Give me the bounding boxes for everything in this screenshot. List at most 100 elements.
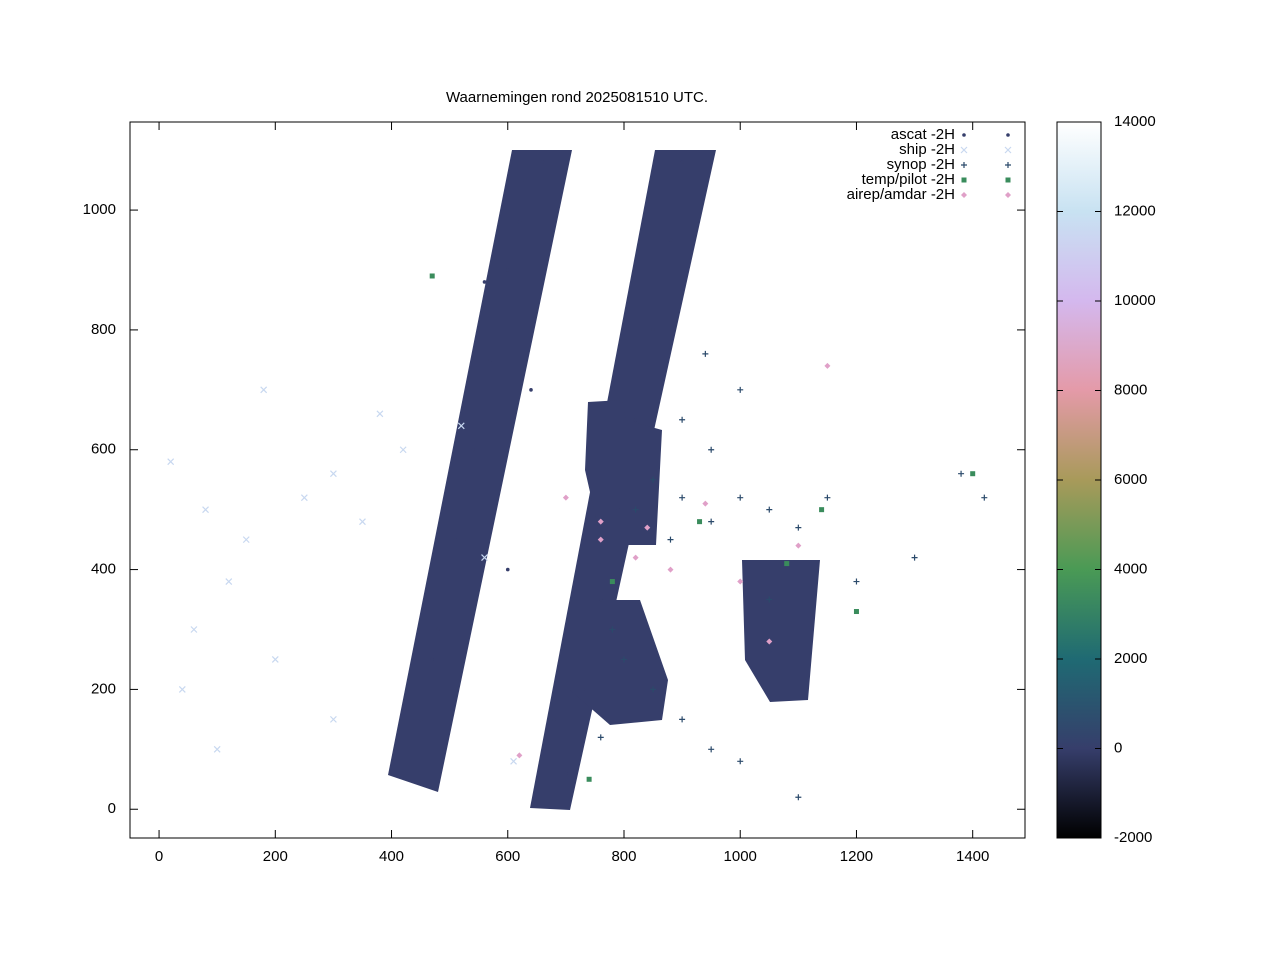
point <box>853 609 859 615</box>
point <box>766 596 773 603</box>
legend-marker <box>962 133 966 137</box>
point <box>679 716 686 723</box>
x-tick-label: 200 <box>263 848 288 865</box>
point <box>667 566 674 573</box>
point <box>668 238 673 242</box>
swath <box>388 150 572 792</box>
point <box>430 657 435 662</box>
point <box>399 446 407 454</box>
point <box>510 757 517 765</box>
point <box>190 626 198 633</box>
point <box>202 506 209 514</box>
colorbar-tick-label: -2000 <box>1114 829 1152 846</box>
legend-marker <box>1006 133 1010 137</box>
point <box>737 758 744 765</box>
ascat-swaths <box>388 150 820 810</box>
point <box>633 417 638 422</box>
legend-label: synop -2H <box>887 156 955 173</box>
point <box>488 358 493 362</box>
point <box>680 160 684 164</box>
point <box>697 519 703 525</box>
point <box>300 494 308 502</box>
point <box>766 506 773 513</box>
legend-marker <box>961 192 967 198</box>
point <box>167 458 175 466</box>
point <box>784 561 790 567</box>
point <box>225 578 233 585</box>
colorbar-tick-label: 2000 <box>1114 650 1147 667</box>
legend-marker <box>1005 162 1011 168</box>
point <box>650 686 657 693</box>
point <box>552 717 557 722</box>
point <box>737 386 744 393</box>
point <box>597 536 604 543</box>
point <box>766 638 773 645</box>
point <box>958 470 965 477</box>
point <box>481 554 488 562</box>
y-tick-label: 200 <box>91 680 116 697</box>
point <box>824 494 831 501</box>
point <box>359 518 366 526</box>
point <box>598 597 603 602</box>
point <box>702 350 709 357</box>
legend-marker <box>1004 146 1012 154</box>
colorbar-tick-label: 12000 <box>1114 202 1156 219</box>
swath <box>570 600 668 725</box>
point <box>329 715 337 723</box>
point <box>562 494 569 501</box>
point <box>329 470 337 478</box>
y-tick-label: 800 <box>91 321 116 338</box>
legend-label: ship -2H <box>899 141 955 158</box>
point <box>436 627 440 632</box>
y-tick-label: 600 <box>91 441 116 458</box>
point <box>586 776 592 782</box>
point <box>702 500 709 507</box>
point <box>708 446 715 453</box>
point <box>471 447 475 452</box>
point <box>482 280 487 284</box>
legend-label: temp/pilot -2H <box>862 171 955 188</box>
legend-marker <box>961 162 967 168</box>
point <box>737 578 744 585</box>
point <box>178 685 186 693</box>
colorbar-tick-label: 14000 <box>1114 113 1156 130</box>
point <box>708 518 715 525</box>
legend-label: ascat -2H <box>891 126 955 143</box>
y-tick-label: 400 <box>91 561 116 578</box>
point <box>517 220 522 224</box>
x-tick-label: 600 <box>495 848 520 865</box>
point <box>708 746 715 753</box>
point <box>644 524 651 531</box>
point <box>213 745 221 753</box>
point <box>632 506 639 513</box>
swath <box>585 400 662 545</box>
legend-marker <box>1005 177 1011 183</box>
point <box>795 542 802 549</box>
colorbar-tick-label: 0 <box>1114 739 1122 756</box>
colorbar-tick-label: 4000 <box>1114 560 1147 577</box>
point <box>529 388 533 392</box>
point <box>819 507 825 513</box>
point <box>981 494 988 501</box>
colorbar-tick-label: 10000 <box>1114 292 1156 309</box>
point <box>609 579 615 585</box>
x-tick-label: 1200 <box>840 848 873 865</box>
point <box>429 273 435 279</box>
point <box>795 524 802 531</box>
point <box>581 687 586 692</box>
x-tick-label: 400 <box>379 848 404 865</box>
point <box>679 416 686 423</box>
point <box>242 536 250 544</box>
x-tick-label: 0 <box>155 848 163 865</box>
point <box>401 771 405 776</box>
point <box>540 160 545 164</box>
legend-marker <box>1005 192 1011 198</box>
legend-marker <box>960 146 968 154</box>
plot-frame <box>129 121 1026 839</box>
point <box>564 771 568 776</box>
y-tick-label: 1000 <box>83 201 116 218</box>
point <box>465 477 469 482</box>
point <box>679 494 686 501</box>
point <box>651 328 655 332</box>
legend-marker <box>961 177 967 183</box>
